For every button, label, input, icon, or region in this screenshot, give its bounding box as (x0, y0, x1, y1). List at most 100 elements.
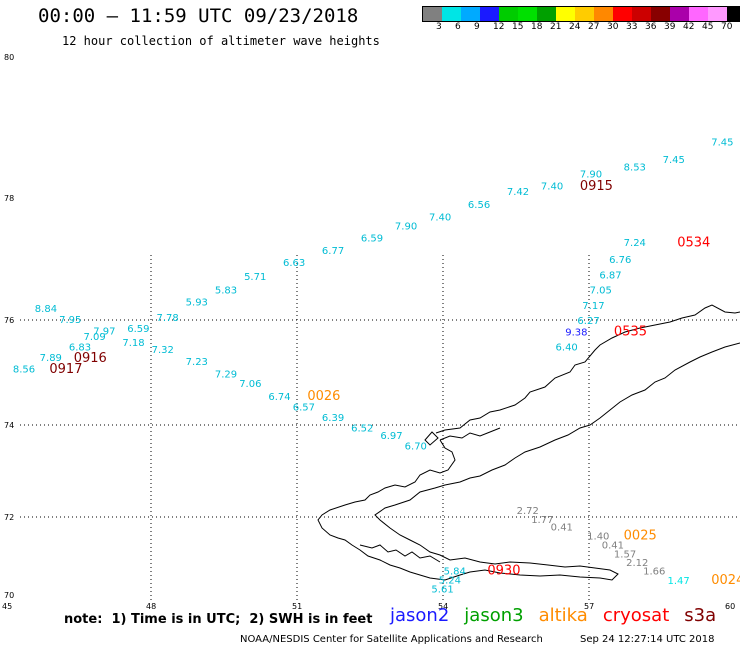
lat-label-72: 72 (4, 513, 14, 522)
wave-height-color-scale (422, 6, 740, 22)
pass-time-label: 0026 (307, 389, 340, 404)
scale-tick-label: 27 (588, 22, 600, 32)
map-grid: 80 78 76 74 72 70 45 48 51 54 57 60 (2, 53, 740, 611)
wave-height-label: 8.84 (35, 304, 57, 315)
scale-swatch (442, 7, 461, 21)
wave-height-label: 7.09 (83, 332, 105, 343)
lat-label-80: 80 (4, 53, 14, 62)
satellite-s3a: s3a (684, 605, 717, 626)
wave-height-label: 6.40 (556, 342, 578, 353)
observation-labels: 7.45 7.45 8.53 7.90 7.40 0915 7.42 6.56 7.40 7.90… (13, 138, 740, 596)
pass-time-label: 0025 (624, 528, 657, 543)
wave-height-label: 5.93 (186, 298, 208, 309)
wave-height-label: 6.57 (293, 403, 315, 414)
pass-time-label: 0024 (711, 573, 740, 588)
lon-label-45: 45 (2, 602, 12, 611)
scale-tick-label: 18 (531, 22, 543, 32)
wave-height-label: 8.56 (13, 364, 35, 375)
scale-swatch (594, 7, 613, 21)
wave-height-label: 6.59 (361, 234, 383, 245)
lat-label-74: 74 (4, 421, 14, 430)
wave-height-label: 6.76 (609, 255, 631, 266)
pass-time-label: 0915 (580, 179, 613, 194)
scale-tick-label: 70 (721, 22, 733, 32)
wave-height-label: 6.74 (268, 392, 290, 403)
scale-tick-label: 30 (607, 22, 619, 32)
wave-height-label: 5.61 (431, 584, 453, 595)
wave-height-label: 7.95 (59, 315, 81, 326)
wave-height-label: 7.40 (429, 212, 451, 223)
scale-swatch (613, 7, 632, 21)
wave-height-label: 8.53 (624, 162, 646, 173)
lat-label-70: 70 (4, 591, 14, 600)
wave-height-label: 6.70 (405, 442, 427, 453)
wave-height-label: 0.41 (602, 540, 624, 551)
scale-tick-label: 36 (645, 22, 657, 32)
scale-swatch (670, 7, 689, 21)
scale-swatch (575, 7, 594, 21)
wave-height-label: 0.41 (551, 523, 573, 534)
note-text: note: 1) Time is in UTC; 2) SWH is in fe… (64, 612, 373, 627)
satellite-jason2: jason2 (390, 605, 450, 626)
wave-height-label: 6.52 (351, 423, 373, 434)
scale-tick-label: 39 (664, 22, 676, 32)
scale-swatch (518, 7, 537, 21)
wave-height-label: 7.32 (152, 345, 174, 356)
scale-tick-label: 33 (626, 22, 638, 32)
scale-swatch (423, 7, 442, 21)
wave-height-label: 1.66 (643, 567, 665, 578)
scale-swatch (556, 7, 575, 21)
wave-height-label: 6.59 (127, 324, 149, 335)
wave-height-label: 6.97 (380, 431, 402, 442)
lon-label-60: 60 (725, 602, 735, 611)
scale-swatch (727, 7, 740, 21)
map-title: 00:00 – 11:59 UTC 09/23/2018 (38, 5, 359, 27)
wave-height-label: 1.40 (587, 531, 609, 542)
wave-height-label: 6.39 (322, 413, 344, 424)
scale-swatch (632, 7, 651, 21)
wave-height-label: 2.72 (517, 506, 539, 517)
wave-height-label: 2.12 (626, 558, 648, 569)
wave-height-label: 9.38 (565, 328, 587, 339)
pass-time-label: 0930 (487, 564, 520, 579)
wave-height-label: 6.63 (283, 258, 305, 269)
scale-swatch (689, 7, 708, 21)
wave-height-label: 7.78 (156, 313, 178, 324)
scale-tick-label: 3 (436, 22, 442, 32)
wave-height-label: 7.40 (541, 181, 563, 192)
wave-height-label: 5.83 (215, 286, 237, 297)
pass-time-label: 0917 (49, 362, 82, 377)
wave-height-label: 5.84 (444, 567, 466, 578)
wave-height-label: 6.87 (599, 270, 621, 281)
lon-label-48: 48 (146, 602, 156, 611)
scale-swatch (708, 7, 727, 21)
lon-label-54: 54 (438, 602, 448, 611)
scale-swatch (537, 7, 556, 21)
lat-label-76: 76 (4, 316, 14, 325)
satellite-jason3: jason3 (464, 605, 524, 626)
scale-tick-label: 12 (493, 22, 505, 32)
wave-height-label: 6.77 (322, 246, 344, 257)
scale-swatch (461, 7, 480, 21)
wave-height-label: 7.89 (40, 353, 62, 364)
wave-height-label: 7.90 (395, 221, 417, 232)
scale-tick-label: 42 (683, 22, 695, 32)
wave-height-label: 7.18 (122, 338, 144, 349)
pass-time-label: 0535 (614, 325, 647, 340)
scale-tick-label: 24 (569, 22, 581, 32)
scale-swatch (480, 7, 499, 21)
pass-time-label: 0534 (677, 236, 710, 251)
satellite-cryosat: cryosat (602, 605, 670, 626)
wave-height-label: 7.29 (215, 370, 237, 381)
wave-height-label: 1.47 (667, 576, 689, 587)
pass-time-label: 0916 (74, 351, 107, 366)
satellite-altika: altika (538, 605, 588, 626)
wave-height-label: 7.06 (239, 379, 261, 390)
wave-height-label: 7.05 (590, 286, 612, 297)
credit-text: NOAA/NESDIS Center for Satellite Applica… (240, 634, 543, 645)
scale-tick-label: 9 (474, 22, 480, 32)
wave-height-label: 5.71 (244, 272, 266, 283)
satellite-legend: jason2 jason3 altika cryosat s3a (390, 605, 716, 626)
